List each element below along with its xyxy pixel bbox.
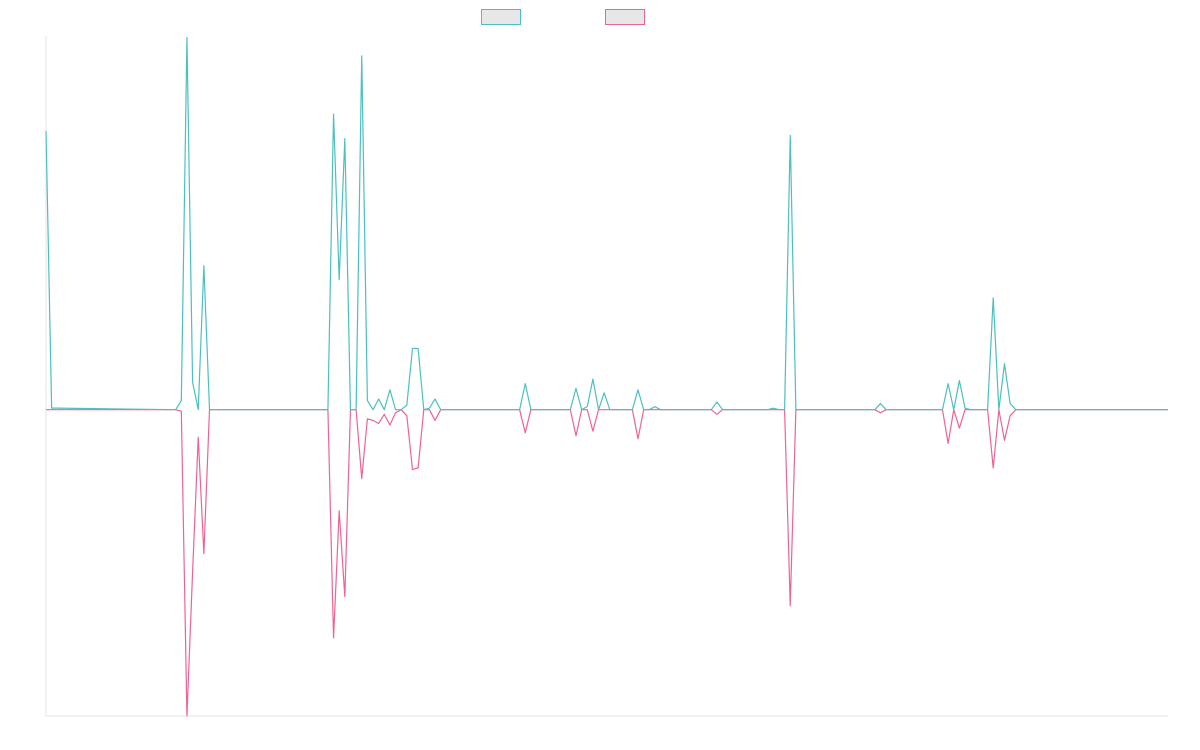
series-line-2[interactable] xyxy=(46,409,1168,717)
legend-swatch-series-2[interactable] xyxy=(605,9,645,25)
series-line-1[interactable] xyxy=(45,36,1168,411)
legend-swatch-series-1[interactable] xyxy=(481,9,521,25)
